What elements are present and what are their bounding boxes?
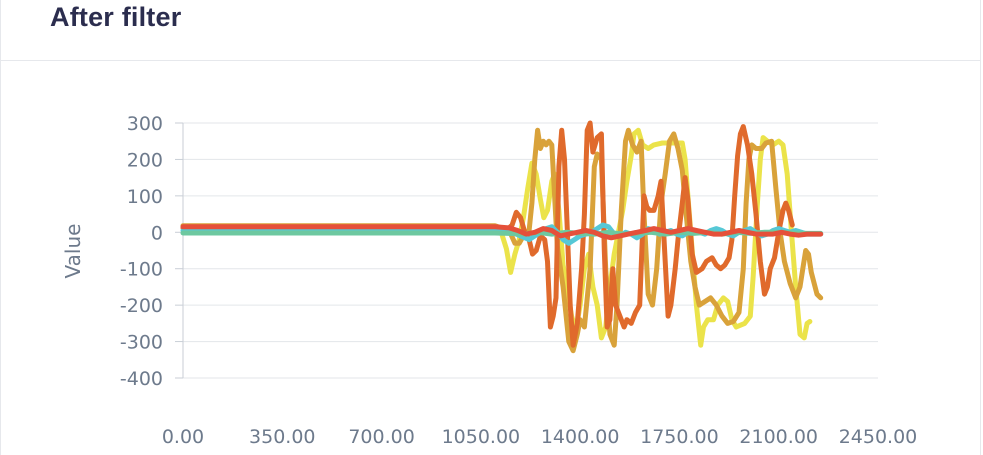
x-tick-label: 1400.00	[541, 426, 620, 448]
y-tick-label: -400	[120, 368, 163, 390]
y-axis-title: Value	[61, 224, 85, 279]
tick-labels: 300 200 100 0 -100 -200 -300 -400 0.00 350.00 700.…	[120, 113, 917, 448]
y-tick-label: -200	[120, 295, 163, 317]
y-tick-label: 100	[127, 186, 163, 208]
series-line-2	[180, 127, 824, 354]
x-tick-label: 700.00	[348, 426, 414, 448]
x-tick-label: 2450.00	[839, 426, 918, 448]
series-line-3	[180, 120, 795, 348]
series-lines	[180, 120, 824, 354]
y-tick-label: 200	[127, 149, 163, 171]
x-tick-label: 0.00	[162, 426, 204, 448]
y-tick-label: 300	[127, 113, 163, 135]
series-line-6	[180, 224, 824, 241]
card-title: After filter	[50, 2, 182, 32]
x-tick-label: 350.00	[249, 426, 315, 448]
card-header: After filter	[1, 0, 980, 61]
x-tick-label: 2100.00	[739, 426, 818, 448]
y-tick-label: 0	[151, 222, 163, 244]
y-tick-label: -100	[120, 259, 163, 281]
y-tick-label: -300	[120, 332, 163, 354]
axes	[175, 122, 184, 379]
x-tick-label: 1750.00	[640, 426, 719, 448]
x-tick-label: 1050.00	[442, 426, 521, 448]
grid	[183, 122, 878, 379]
series-line-1	[180, 127, 813, 348]
